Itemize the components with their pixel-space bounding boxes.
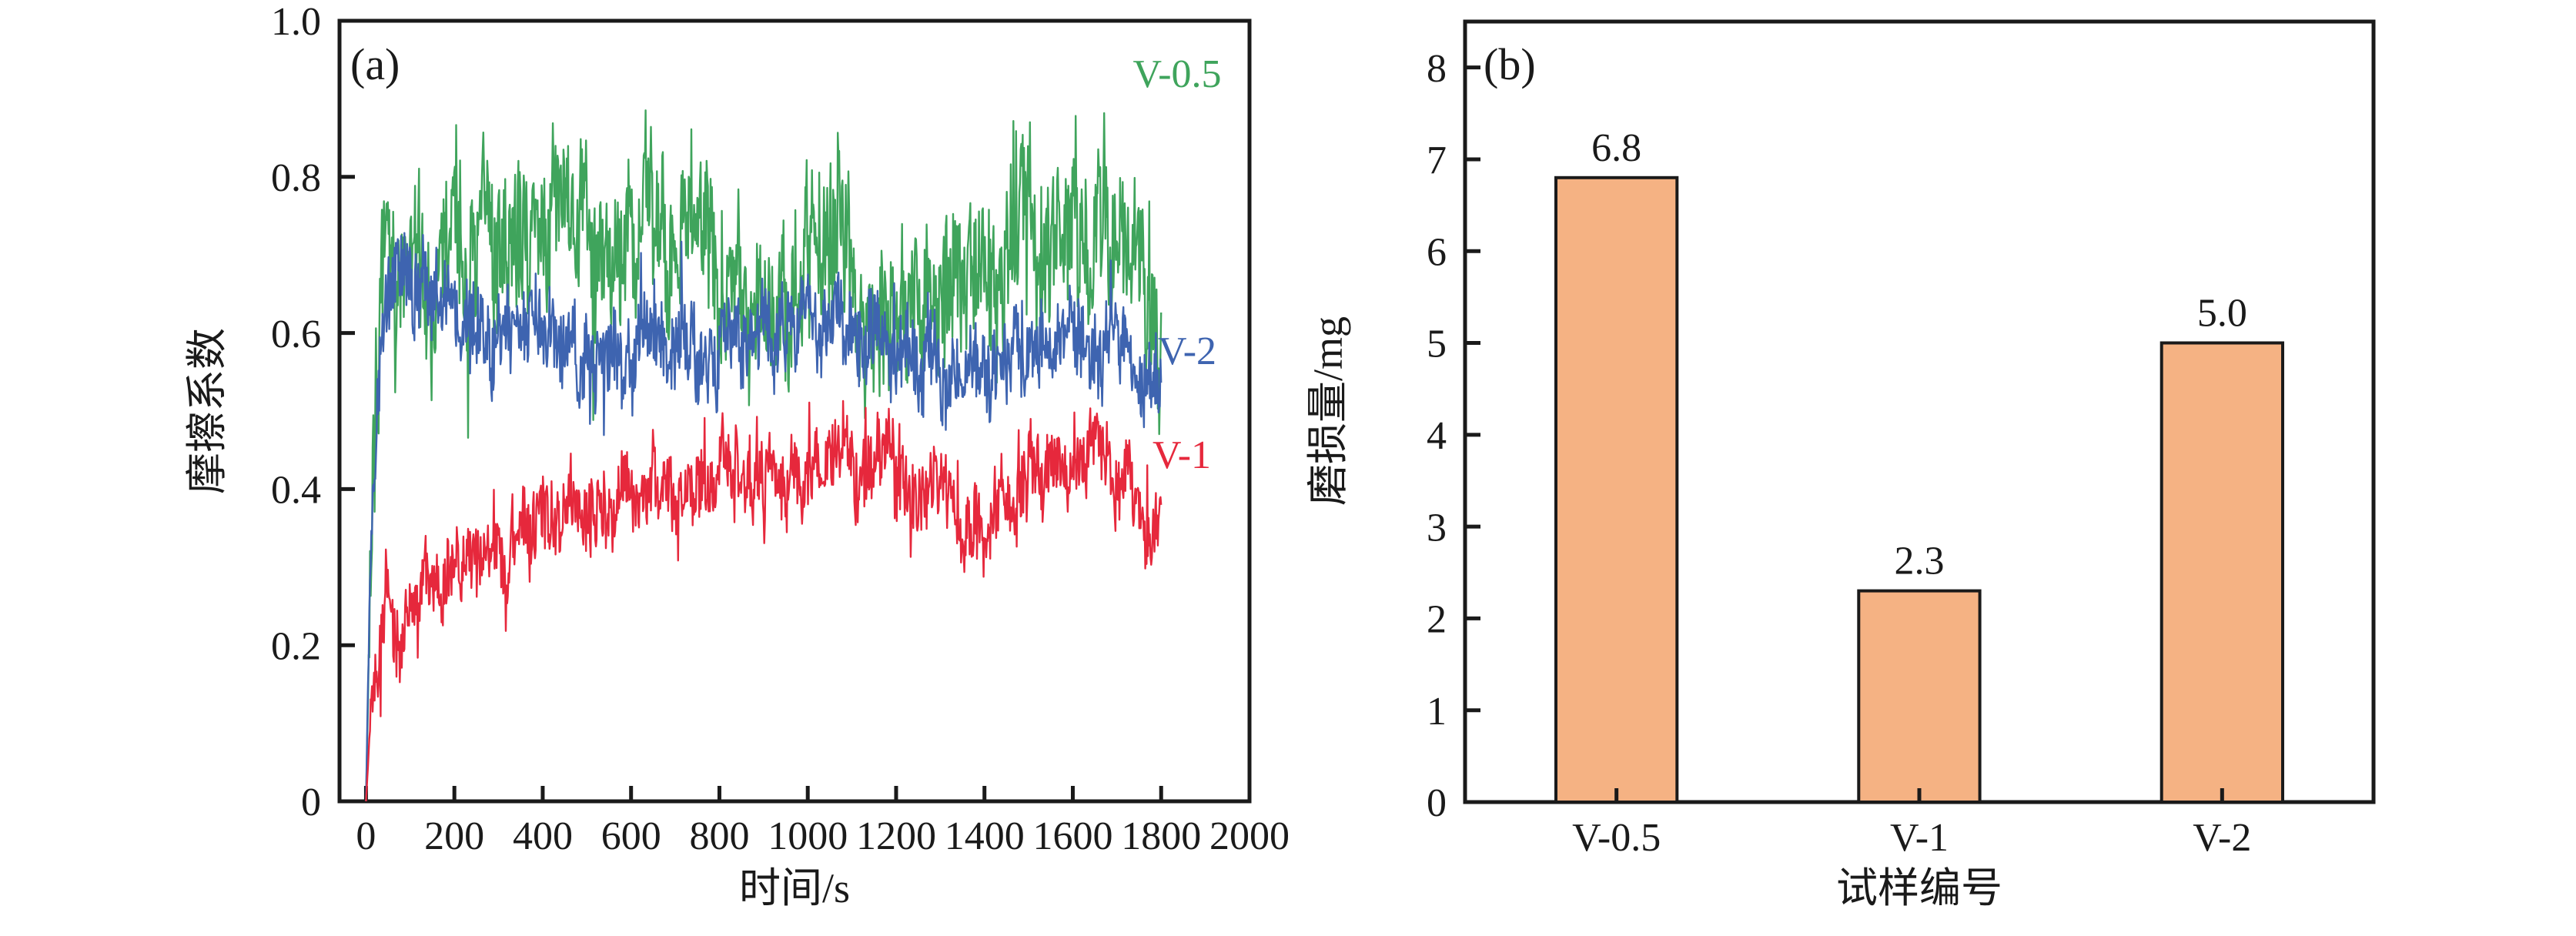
series-label-v1: V-1	[1153, 433, 1211, 477]
a-x-tick-label: 1800	[1121, 814, 1201, 858]
b-bar-V-1	[1857, 589, 1982, 804]
a-y-tick-label: 1.0	[271, 0, 321, 44]
b-bar-value-label: 6.8	[1591, 126, 1641, 170]
b-y-tick-label: 4	[1427, 414, 1447, 458]
b-y-tick-label: 2	[1427, 598, 1447, 642]
a-x-tick-label: 1000	[768, 814, 848, 858]
a-x-tick-label: 1600	[1032, 814, 1112, 858]
a-y-tick-label: 0.6	[271, 313, 321, 356]
b-y-tick-label: 6	[1427, 230, 1447, 274]
b-y-tick-label: 1	[1427, 690, 1447, 734]
b-bar-value-label: 5.0	[2197, 292, 2247, 336]
b-y-tick-label: 5	[1427, 323, 1447, 366]
b-y-tick-label: 0	[1427, 781, 1447, 825]
series-label-v2: V-2	[1158, 329, 1216, 373]
series-label-v0_5: V-0.5	[1132, 52, 1221, 96]
a-x-tick-label: 2000	[1209, 814, 1290, 858]
a-y-tick-label: 0.2	[271, 624, 321, 668]
panel-a-letter: (a)	[350, 39, 400, 89]
friction-vs-time-chart: 0 200 400 600 800 1000 1200 1400 1600 1800 2000 0 0.…	[271, 0, 1290, 858]
panel-b-xlabel: 试样编号	[1836, 865, 2002, 911]
b-bar-V-2	[2159, 341, 2284, 804]
b-y-tick-label: 3	[1427, 506, 1447, 550]
panel-b-letter: (b)	[1484, 39, 1536, 89]
panel-b-ylabel: 磨损量/mg	[1305, 316, 1351, 506]
a-y-tick-label: 0.8	[271, 156, 321, 200]
a-series-line-V-2	[365, 232, 1163, 802]
a-series-line-V-1	[365, 399, 1163, 802]
b-bar-V-0.5	[1554, 176, 1679, 804]
a-series-line-V-0.5	[365, 109, 1163, 802]
b-y-tick-label: 8	[1427, 47, 1447, 91]
b-y-tick-label: 7	[1427, 139, 1447, 182]
panel-a-axes-box	[337, 18, 1252, 804]
wear-loss-bar-chart: 0 1 2 3 4 5 6 7 8 6.8 V-0.5 2.3 V-1 5.0 V-2	[1427, 19, 2376, 860]
a-x-tick-label: 400	[513, 814, 573, 858]
a-x-tick-label: 1400	[945, 814, 1025, 858]
a-y-tick-label: 0.4	[271, 469, 321, 513]
b-category-label: V-0.5	[1572, 816, 1661, 860]
b-category-label: V-1	[1890, 816, 1949, 860]
a-x-tick-label: 600	[601, 814, 661, 858]
panel-a-xlabel: 时间/s	[739, 865, 850, 911]
panel-a-ylabel: 摩擦系数	[184, 328, 230, 494]
a-x-tick-label: 0	[356, 814, 376, 858]
b-bar-value-label: 2.3	[1895, 540, 1945, 583]
b-category-label: V-2	[2193, 816, 2251, 860]
a-x-tick-label: 1200	[856, 814, 936, 858]
a-x-tick-label: 200	[424, 814, 484, 858]
a-x-tick-label: 800	[689, 814, 749, 858]
a-y-tick-label: 0	[301, 781, 321, 824]
